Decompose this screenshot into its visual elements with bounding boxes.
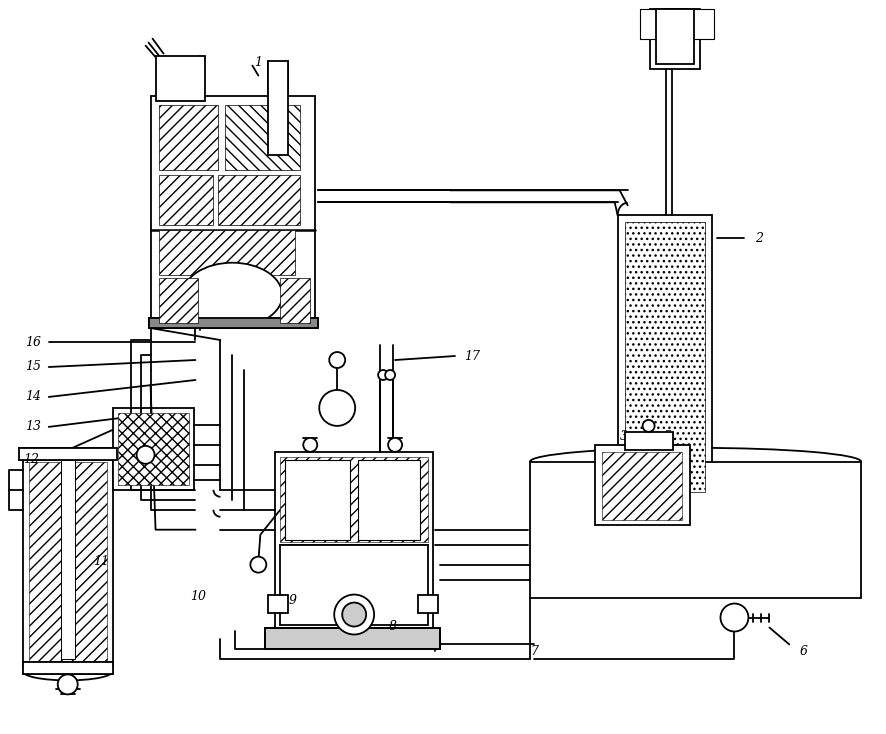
Circle shape (303, 438, 317, 452)
Ellipse shape (183, 263, 283, 327)
Circle shape (388, 438, 402, 452)
Circle shape (720, 603, 749, 631)
Text: 6: 6 (799, 645, 807, 658)
Bar (118, 413, 190, 484)
Circle shape (385, 370, 395, 380)
Bar (276, 452, 433, 630)
Bar (285, 459, 350, 539)
Text: 15: 15 (25, 360, 41, 374)
Bar (28, 462, 106, 661)
Bar (151, 95, 315, 325)
Bar (656, 9, 694, 64)
Text: 3: 3 (619, 430, 627, 443)
Bar (358, 459, 420, 539)
Bar (268, 595, 288, 613)
Bar (159, 278, 198, 323)
Text: 5: 5 (664, 430, 672, 443)
Text: 16: 16 (25, 335, 41, 349)
Text: 4: 4 (643, 430, 651, 443)
Text: 9: 9 (288, 594, 296, 607)
Text: 2: 2 (756, 232, 764, 244)
Text: 14: 14 (25, 390, 41, 404)
Circle shape (319, 390, 355, 426)
Text: 13: 13 (25, 421, 41, 433)
Bar (225, 106, 300, 170)
Bar (625, 222, 704, 492)
Bar (159, 230, 295, 275)
Bar (280, 457, 428, 542)
Bar (219, 175, 300, 225)
Bar (268, 61, 288, 156)
Bar (602, 452, 681, 520)
Bar (649, 9, 700, 68)
Bar (280, 278, 310, 323)
Bar (19, 448, 117, 459)
Circle shape (58, 675, 78, 694)
Bar (265, 628, 440, 650)
Bar (23, 663, 113, 675)
Circle shape (330, 352, 346, 368)
Text: 17: 17 (464, 349, 480, 363)
Text: 7: 7 (531, 645, 539, 658)
Bar (595, 445, 689, 525)
Bar (159, 106, 219, 170)
Circle shape (642, 420, 655, 432)
Bar (610, 498, 721, 523)
Text: 10: 10 (190, 590, 206, 603)
Circle shape (342, 603, 366, 627)
Text: 12: 12 (23, 454, 39, 466)
Circle shape (378, 370, 388, 380)
Bar (113, 408, 194, 490)
Bar (149, 318, 318, 328)
Circle shape (251, 556, 267, 573)
Bar (156, 56, 206, 101)
Bar (265, 628, 440, 650)
Circle shape (136, 446, 154, 464)
Text: 8: 8 (389, 620, 397, 633)
Bar (159, 175, 214, 225)
Text: 1: 1 (254, 56, 262, 69)
Bar (640, 9, 714, 39)
Bar (280, 545, 428, 625)
Text: 11: 11 (93, 555, 109, 568)
Bar (61, 459, 74, 659)
Circle shape (334, 595, 374, 634)
Bar (625, 432, 672, 450)
Bar (23, 455, 113, 669)
Polygon shape (530, 462, 861, 597)
Bar (618, 215, 712, 500)
Bar (418, 595, 438, 613)
